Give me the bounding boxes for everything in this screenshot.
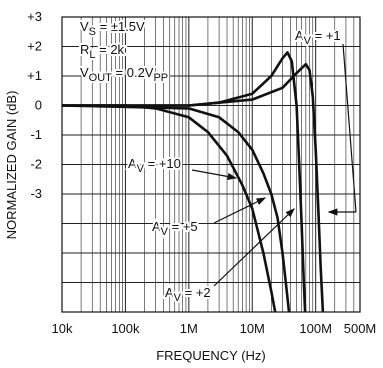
- text-part: A: [128, 156, 137, 171]
- text-part: = 0.2V: [112, 65, 154, 80]
- text-part: = +1: [311, 28, 341, 43]
- x-tick-label: 500M: [344, 321, 377, 336]
- text-part: L: [89, 49, 95, 61]
- x-tick-label: 10k: [52, 321, 73, 336]
- text-part: PP: [153, 72, 168, 84]
- text-part: = ±1.5V: [96, 19, 145, 34]
- x-axis-label: FREQUENCY (Hz): [156, 348, 266, 363]
- annotation: VOUT = 0.2VPP: [80, 65, 168, 84]
- series-label: AV = +1: [295, 28, 341, 47]
- text-part: = +10: [144, 156, 181, 171]
- x-tick-label: 1M: [180, 321, 198, 336]
- text-part: = +5: [168, 219, 198, 234]
- leader-line: [191, 169, 238, 181]
- text-part: V: [80, 19, 89, 34]
- text-part: = 2k: [96, 42, 125, 57]
- x-tick-label: 10M: [240, 321, 265, 336]
- x-tick-label: 100M: [299, 321, 332, 336]
- text-part: A: [295, 28, 304, 43]
- series-label: AV = +5: [152, 219, 198, 238]
- y-tick-label: +2: [27, 39, 42, 54]
- text-part: V: [161, 226, 169, 238]
- text-part: V: [304, 35, 312, 47]
- leader-line: [342, 43, 357, 213]
- y-axis-label: NORMALIZED GAIN (dB): [4, 91, 19, 240]
- line-series: [62, 62, 325, 313]
- y-tick-label: -3: [30, 186, 42, 201]
- plot-frame: [61, 16, 361, 313]
- y-tick-label: 0: [35, 98, 42, 113]
- text-part: R: [80, 42, 89, 57]
- x-tick-label: 100k: [111, 321, 140, 336]
- text-part: S: [89, 26, 96, 38]
- series-label: AV = +10: [128, 156, 181, 175]
- text-part: OUT: [89, 72, 113, 84]
- y-tick-label: +1: [27, 68, 42, 83]
- text-part: V: [137, 163, 145, 175]
- text-part: A: [165, 285, 174, 300]
- leader-line: [213, 208, 295, 287]
- annotation: VS = ±1.5V: [80, 19, 145, 38]
- line-series: [61, 104, 291, 313]
- annotation: RL = 2k: [80, 42, 125, 61]
- series-label: AV = +2: [165, 285, 211, 304]
- text-part: = +2: [181, 285, 211, 300]
- y-tick-label: -2: [30, 157, 42, 172]
- y-tick-label: -1: [30, 127, 42, 142]
- y-tick-label: +3: [27, 9, 42, 24]
- line-series: [62, 51, 307, 313]
- text-part: V: [174, 292, 182, 304]
- text-part: A: [152, 219, 161, 234]
- text-part: V: [80, 65, 89, 80]
- leader-line: [213, 197, 267, 224]
